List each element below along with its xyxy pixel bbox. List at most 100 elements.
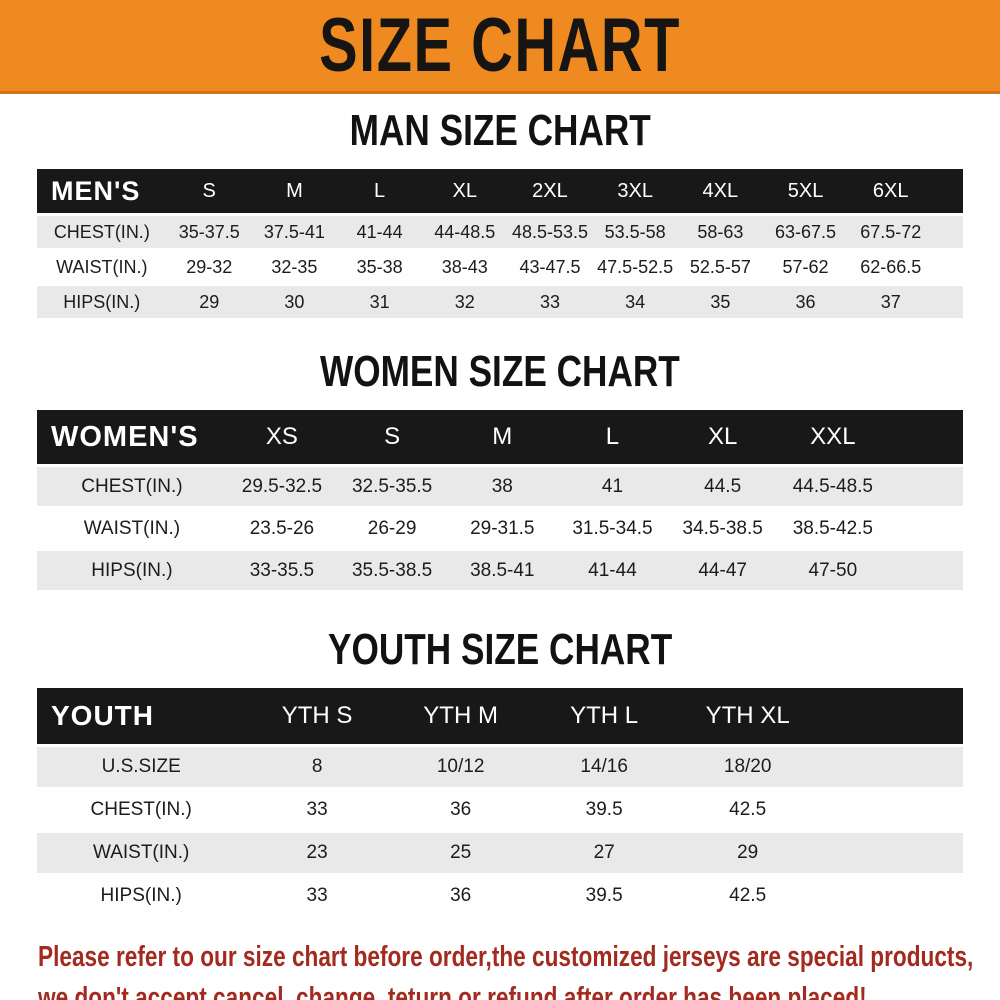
size-cell: 29.5-32.5 [226, 467, 338, 506]
youth-section-heading-text: YOUTH SIZE CHART [327, 625, 673, 674]
size-cell: 31.5-34.5 [557, 509, 668, 548]
size-cell: 8 [245, 747, 389, 787]
size-cell: 29 [675, 833, 820, 873]
size-column-header: L [337, 169, 423, 213]
filler-cell [887, 551, 963, 590]
size-cell: 29-31.5 [447, 509, 558, 548]
size-cell: 41-44 [557, 551, 668, 590]
youth-table-label: YOUTH [37, 688, 246, 744]
size-cell: 57-62 [762, 251, 849, 283]
men-table-label: MEN'S [37, 169, 167, 213]
table-row-hips: HIPS(IN.) 33 36 39.5 42.5 [37, 876, 963, 916]
men-size-table: MEN'S S M L XL 2XL 3XL 4XL 5XL 6XL CHEST… [37, 166, 963, 321]
size-column-header: 3XL [592, 169, 678, 213]
size-cell: 31 [337, 286, 423, 318]
footer-note-line1-text: Please refer to our size chart before or… [38, 941, 974, 973]
size-column-header: L [557, 410, 668, 464]
header-filler-cell [887, 410, 963, 464]
size-cell: 39.5 [532, 790, 676, 830]
filler-cell [933, 251, 963, 283]
row-label: CHEST(IN.) [37, 790, 246, 830]
footer-note-line2-text: we don't accept cancel, change, teturn o… [38, 982, 867, 1000]
size-cell: 38-43 [422, 251, 508, 283]
size-cell: 42.5 [675, 876, 820, 916]
size-cell: 33 [245, 790, 389, 830]
size-cell: 37 [848, 286, 934, 318]
size-cell: 33 [245, 876, 389, 916]
header-filler-cell [819, 688, 963, 744]
women-size-table: WOMEN'S XS S M L XL XXL CHEST(IN.) 29.5-… [37, 407, 963, 593]
row-label: WAIST(IN.) [37, 509, 227, 548]
size-cell: 63-67.5 [762, 216, 849, 248]
size-cell: 34 [592, 286, 678, 318]
size-cell: 23.5-26 [226, 509, 338, 548]
size-cell: 38.5-42.5 [777, 509, 888, 548]
filler-cell [819, 876, 963, 916]
size-column-header: 4XL [677, 169, 763, 213]
size-cell: 37.5-41 [251, 216, 337, 248]
size-column-header: XS [226, 410, 338, 464]
size-cell: 41 [557, 467, 668, 506]
footer-note: Please refer to our size chart before or… [38, 939, 1000, 1000]
size-cell: 38 [447, 467, 558, 506]
row-label: CHEST(IN.) [37, 216, 167, 248]
size-cell: 44-47 [667, 551, 778, 590]
size-cell: 32.5-35.5 [337, 467, 448, 506]
size-column-header: XXL [777, 410, 888, 464]
header-filler-cell [933, 169, 963, 213]
size-cell: 25 [388, 833, 533, 873]
size-cell: 43-47.5 [507, 251, 593, 283]
size-column-header: XL [422, 169, 508, 213]
table-row-chest: CHEST(IN.) 33 36 39.5 42.5 [37, 790, 963, 830]
size-cell: 38.5-41 [447, 551, 558, 590]
size-chart-banner: SIZE CHART [0, 0, 1000, 94]
size-column-header: YTH L [532, 688, 676, 744]
men-section-heading-text: MAN SIZE CHART [349, 106, 651, 155]
men-table-header-row: MEN'S S M L XL 2XL 3XL 4XL 5XL 6XL [37, 169, 963, 213]
size-cell: 27 [532, 833, 676, 873]
row-label: WAIST(IN.) [37, 833, 246, 873]
size-cell: 18/20 [675, 747, 820, 787]
size-cell: 26-29 [337, 509, 448, 548]
youth-size-table: YOUTH YTH S YTH M YTH L YTH XL U.S.SIZE … [37, 685, 963, 919]
size-cell: 44.5 [667, 467, 778, 506]
size-cell: 23 [245, 833, 389, 873]
size-cell: 44-48.5 [422, 216, 508, 248]
size-column-header: S [337, 410, 448, 464]
size-cell: 44.5-48.5 [777, 467, 888, 506]
size-cell: 30 [251, 286, 337, 318]
row-label: CHEST(IN.) [37, 467, 227, 506]
table-row-waist: WAIST(IN.) 29-32 32-35 35-38 38-43 43-47… [37, 251, 963, 283]
table-row-us-size: U.S.SIZE 8 10/12 14/16 18/20 [37, 747, 963, 787]
size-cell: 53.5-58 [592, 216, 678, 248]
size-column-header: YTH XL [675, 688, 820, 744]
size-cell: 47.5-52.5 [592, 251, 678, 283]
size-cell: 35-37.5 [166, 216, 252, 248]
filler-cell [933, 216, 963, 248]
size-cell: 36 [388, 876, 533, 916]
size-cell: 35 [677, 286, 763, 318]
size-column-header: S [166, 169, 252, 213]
size-column-header: 2XL [507, 169, 593, 213]
table-row-waist: WAIST(IN.) 23.5-26 26-29 29-31.5 31.5-34… [37, 509, 963, 548]
size-cell: 29-32 [166, 251, 252, 283]
size-column-header: 5XL [762, 169, 849, 213]
size-cell: 67.5-72 [848, 216, 934, 248]
row-label: HIPS(IN.) [37, 876, 246, 916]
size-cell: 36 [762, 286, 849, 318]
size-cell: 52.5-57 [677, 251, 763, 283]
size-cell: 33 [507, 286, 593, 318]
men-section-heading: MAN SIZE CHART [0, 106, 1000, 156]
filler-cell [819, 790, 963, 830]
filler-cell [819, 833, 963, 873]
size-column-header: M [447, 410, 558, 464]
size-column-header: 6XL [848, 169, 934, 213]
footer-note-line2: we don't accept cancel, change, teturn o… [38, 980, 1000, 1000]
table-row-chest: CHEST(IN.) 35-37.5 37.5-41 41-44 44-48.5… [37, 216, 963, 248]
table-row-hips: HIPS(IN.) 33-35.5 35.5-38.5 38.5-41 41-4… [37, 551, 963, 590]
size-cell: 39.5 [532, 876, 676, 916]
size-cell: 62-66.5 [848, 251, 934, 283]
banner-title: SIZE CHART [319, 3, 681, 88]
size-cell: 29 [166, 286, 252, 318]
size-cell: 34.5-38.5 [667, 509, 778, 548]
